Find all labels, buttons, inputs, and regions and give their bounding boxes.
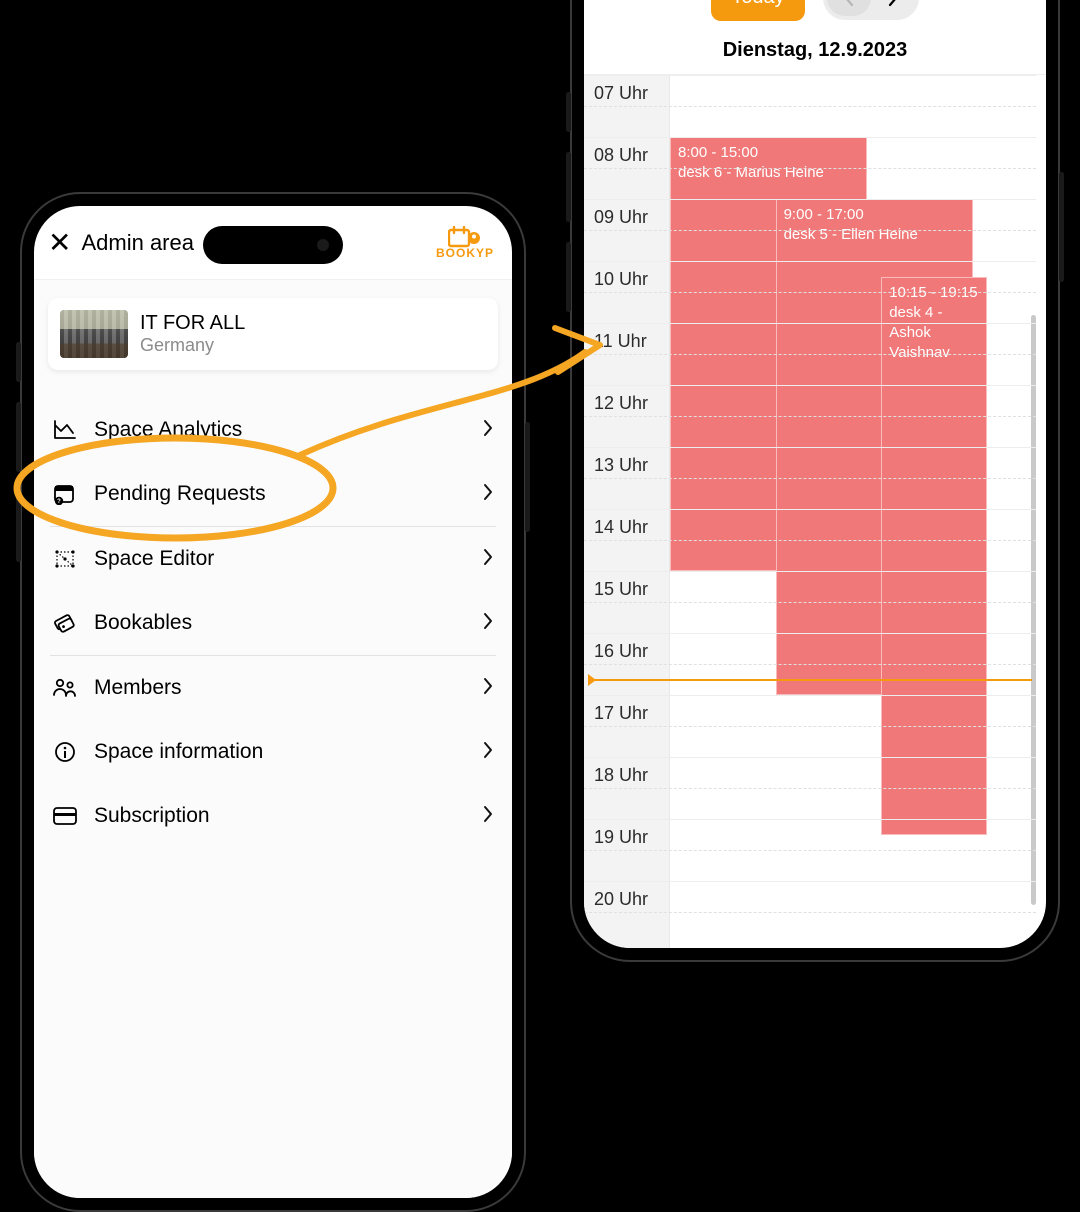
- bookables-icon: [52, 612, 78, 634]
- pending-icon: ?: [52, 483, 78, 505]
- hour-label: 12 Uhr: [594, 393, 648, 414]
- hour-label: 17 Uhr: [594, 703, 648, 724]
- hour-gutter: [584, 75, 670, 948]
- chevron-right-icon: [483, 419, 494, 442]
- menu-item-info[interactable]: Space information: [48, 720, 498, 784]
- hour-label: 11 Uhr: [594, 331, 647, 352]
- chevron-right-icon: [483, 677, 494, 700]
- space-name: IT FOR ALL: [140, 312, 245, 335]
- subscription-icon: [52, 806, 78, 826]
- calendar-header: Today: [584, 0, 1046, 33]
- prev-day-button[interactable]: [827, 0, 871, 16]
- analytics-icon: [52, 419, 78, 441]
- event-title: desk 6 - Marius Heine: [678, 163, 859, 183]
- calendar-date: Dienstag, 12.9.2023: [584, 33, 1046, 74]
- hour-label: 15 Uhr: [594, 579, 648, 600]
- today-button[interactable]: Today: [711, 0, 804, 21]
- menu-item-label: Bookables: [94, 611, 467, 635]
- calendar-timeline[interactable]: 8:00 - 15:00desk 6 - Marius Heine 9:00 - …: [584, 74, 1046, 948]
- event-time: 8:00 - 15:00: [678, 143, 859, 163]
- chevron-right-icon: [483, 805, 494, 828]
- chevron-right-icon: [483, 612, 494, 635]
- events-layer: 8:00 - 15:00desk 6 - Marius Heine 9:00 - …: [670, 75, 1022, 948]
- svg-text:?: ?: [57, 499, 61, 505]
- space-card[interactable]: IT FOR ALL Germany: [48, 298, 498, 370]
- brand-label: BOOKYP: [436, 246, 494, 260]
- hour-label: 19 Uhr: [594, 827, 648, 848]
- hour-label: 10 Uhr: [594, 269, 648, 290]
- phone-admin: ✕ Admin area BOOKYP IT FOR ALL Ger: [20, 192, 526, 1212]
- members-icon: [52, 677, 78, 699]
- scroll-indicator: [1031, 315, 1036, 905]
- menu-item-subscription[interactable]: Subscription: [48, 784, 498, 848]
- hour-label: 14 Uhr: [594, 517, 648, 538]
- space-thumbnail: [60, 310, 128, 358]
- brand-logo[interactable]: BOOKYP: [436, 226, 494, 260]
- menu-item-label: Pending Requests: [94, 482, 467, 506]
- hour-label: 16 Uhr: [594, 641, 648, 662]
- info-icon: [52, 740, 78, 764]
- hour-label: 09 Uhr: [594, 207, 648, 228]
- hour-label: 07 Uhr: [594, 83, 648, 104]
- menu-item-members[interactable]: Members: [48, 656, 498, 720]
- menu-item-label: Space information: [94, 740, 467, 764]
- menu-item-label: Members: [94, 676, 467, 700]
- menu-item-pending[interactable]: ? Pending Requests: [48, 462, 498, 526]
- next-day-button[interactable]: [871, 0, 915, 16]
- calendar-event[interactable]: 10:15 - 19:15desk 4 - Ashok Vaishnav: [881, 277, 987, 835]
- space-subtitle: Germany: [140, 335, 245, 356]
- admin-menu: Space Analytics? Pending Requests Space Ed…: [48, 398, 498, 848]
- event-title: desk 5 - Ellen Heine: [784, 225, 965, 245]
- event-time: 9:00 - 17:00: [784, 205, 965, 225]
- menu-item-label: Space Analytics: [94, 418, 467, 442]
- chevron-right-icon: [483, 483, 494, 506]
- admin-title: Admin area: [81, 230, 194, 256]
- chevron-right-icon: [483, 741, 494, 764]
- chevron-right-icon: [483, 548, 494, 571]
- menu-item-bookables[interactable]: Bookables: [48, 591, 498, 655]
- close-icon[interactable]: ✕: [48, 229, 71, 257]
- date-nav: [823, 0, 919, 20]
- chevron-left-icon: [843, 0, 855, 7]
- hour-label: 13 Uhr: [594, 455, 648, 476]
- menu-item-label: Space Editor: [94, 547, 467, 571]
- menu-item-analytics[interactable]: Space Analytics: [48, 398, 498, 462]
- chevron-right-icon: [887, 0, 899, 7]
- hour-label: 18 Uhr: [594, 765, 648, 786]
- hour-label: 08 Uhr: [594, 145, 648, 166]
- editor-icon: [52, 548, 78, 570]
- dynamic-island: [203, 226, 343, 264]
- phone-calendar: Today Dienstag, 12.9.2023 8:00 - 15:00de…: [570, 0, 1060, 962]
- menu-item-editor[interactable]: Space Editor: [48, 527, 498, 591]
- brand-icon: [448, 226, 482, 248]
- hour-label: 20 Uhr: [594, 889, 648, 910]
- menu-item-label: Subscription: [94, 804, 467, 828]
